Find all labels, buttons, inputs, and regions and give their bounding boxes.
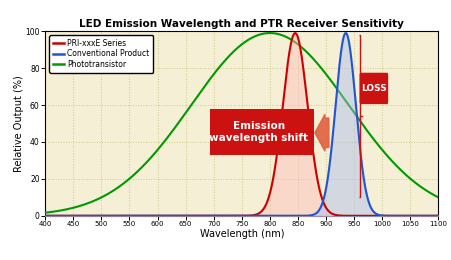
Legend: PRI-xxxE Series, Conventional Product, Phototransistor: PRI-xxxE Series, Conventional Product, P… [49, 35, 153, 73]
Text: LOSS: LOSS [360, 84, 386, 93]
Title: LED Emission Wavelength and PTR Receiver Sensitivity: LED Emission Wavelength and PTR Receiver… [79, 19, 403, 29]
FancyBboxPatch shape [359, 73, 387, 104]
X-axis label: Wavelength (nm): Wavelength (nm) [199, 229, 283, 239]
Text: Emission
wavelength shift: Emission wavelength shift [209, 121, 308, 143]
FancyBboxPatch shape [209, 109, 313, 155]
FancyArrow shape [314, 114, 328, 151]
Y-axis label: Relative Output (%): Relative Output (%) [14, 75, 24, 172]
